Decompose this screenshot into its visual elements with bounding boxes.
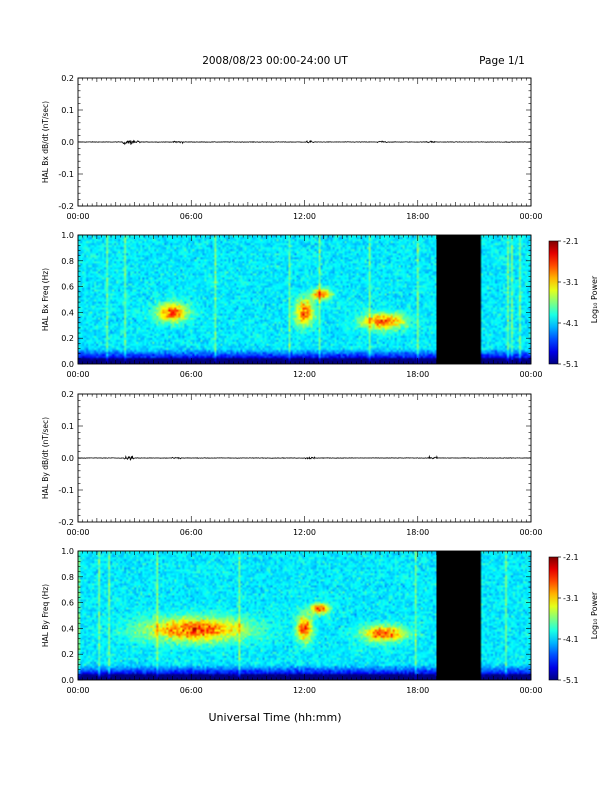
x-tick-label: 00:00 [519,686,542,695]
x-tick-label: 18:00 [406,370,429,379]
y-tick-label: 0.6 [61,599,74,608]
y-tick-label: 0.0 [61,454,74,463]
data-gap [436,235,481,364]
page-indicator: Page 1/1 [479,55,525,67]
x-tick-label: 06:00 [180,370,203,379]
y-tick-label: -0.2 [58,202,74,211]
y-tick-label: 0.4 [61,624,74,633]
x-tick-label: 18:00 [406,528,429,537]
x-axis-title: Universal Time (hh:mm) [209,711,342,724]
x-tick-label: 00:00 [66,686,89,695]
colorbar-tick-label: -5.1 [563,676,579,685]
x-tick-label: 06:00 [180,686,203,695]
colorbar-tick-label: -5.1 [563,360,579,369]
x-tick-label: 12:00 [293,212,316,221]
colorbar-tick-label: -3.1 [563,278,579,287]
y-tick-label: 1.0 [61,547,74,556]
colorbar-tick-label: -2.1 [563,237,579,246]
y-tick-label: 1.0 [61,231,74,240]
y-axis-label: HAL Bx Freq (Hz) [41,268,50,331]
colorbar [548,240,559,365]
y-tick-label: 0.2 [61,390,74,399]
y-tick-label: 0.0 [61,138,74,147]
y-tick-label: -0.2 [58,518,74,527]
x-tick-label: 00:00 [519,212,542,221]
y-tick-label: 0.2 [61,74,74,83]
panel-bx-spectrogram: -2.1 -3.1 -4.1 -5.1 Log₁₀ Power 00:00 06:00 12:… [41,231,599,379]
dbdt-trace [77,139,532,146]
x-tick-label: 00:00 [66,370,89,379]
y-axis-label: HAL By Freq (Hz) [41,584,50,647]
y-tick-label: 0.2 [61,650,74,659]
colorbar-tick-label: -4.1 [563,319,579,328]
y-tick-label: -0.1 [58,486,74,495]
x-tick-label: 12:00 [293,528,316,537]
panel-bx-dbdt: 00:00 06:00 12:00 18:00 00:00 0.2 0.1 0.0 -0.1 -0… [41,74,543,221]
x-tick-label: 18:00 [406,686,429,695]
y-tick-label: 0.6 [61,283,74,292]
colorbar-label: Log₁₀ Power [590,591,599,639]
colorbar [548,556,559,681]
y-tick-label: 0.0 [61,360,74,369]
y-tick-label: 0.2 [61,334,74,343]
y-axis-label: HAL Bx dB/dt (nT/sec) [41,101,50,183]
x-tick-label: 00:00 [66,528,89,537]
x-tick-label: 18:00 [406,212,429,221]
y-tick-label: 0.4 [61,308,74,317]
y-tick-label: 0.8 [61,573,74,582]
y-tick-label: 0.1 [61,106,74,115]
x-tick-label: 12:00 [293,370,316,379]
colorbar-tick-label: -3.1 [563,594,579,603]
data-gap [436,551,481,680]
colorbar-tick-label: -4.1 [563,635,579,644]
y-axis-label: HAL By dB/dt (nT/sec) [41,417,50,499]
x-tick-label: 00:00 [519,370,542,379]
figure-title: 2008/08/23 00:00-24:00 UT [202,55,348,67]
panel-by-spectrogram: -2.1 -3.1 -4.1 -5.1 Log₁₀ Power 00:00 06:00 12:… [41,547,599,695]
x-tick-label: 00:00 [519,528,542,537]
y-tick-label: 0.1 [61,422,74,431]
panel-by-dbdt: 00:00 06:00 12:00 18:00 00:00 0.2 0.1 0.0 -0.1 -0… [41,390,543,537]
y-tick-label: 0.0 [61,676,74,685]
x-tick-label: 06:00 [180,528,203,537]
y-tick-label: 0.8 [61,257,74,266]
x-tick-label: 00:00 [66,212,89,221]
colorbar-tick-label: -2.1 [563,553,579,562]
x-tick-label: 12:00 [293,686,316,695]
dbdt-trace [77,454,532,461]
y-tick-label: -0.1 [58,170,74,179]
x-tick-label: 06:00 [180,212,203,221]
colorbar-label: Log₁₀ Power [590,275,599,323]
